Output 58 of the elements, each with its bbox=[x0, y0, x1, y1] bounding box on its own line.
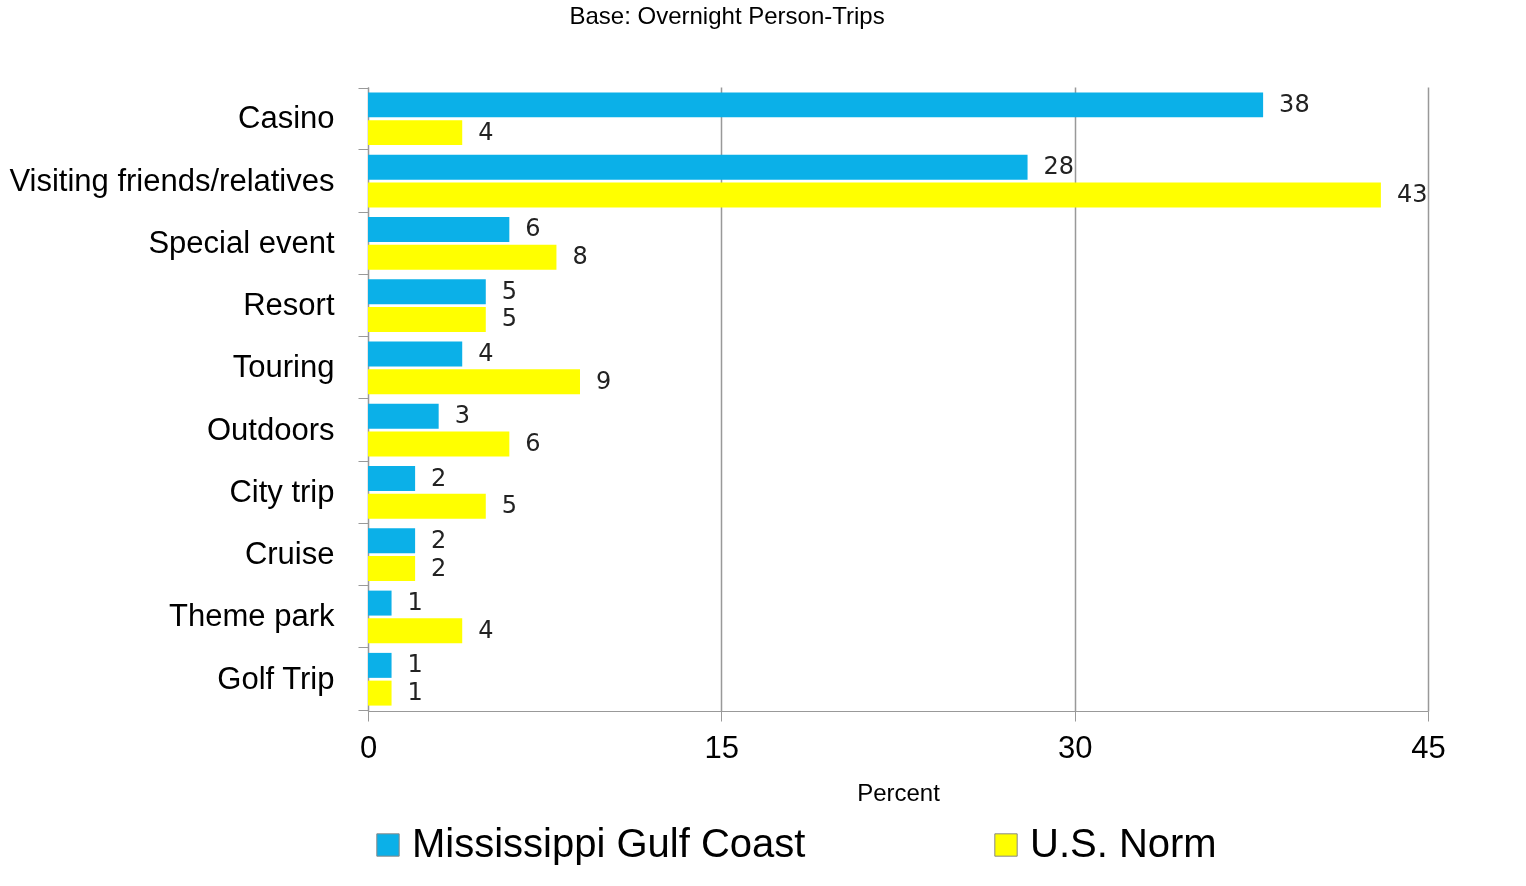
bar bbox=[368, 341, 463, 367]
x-axis-title: Percent bbox=[857, 778, 941, 806]
data-label: 4 bbox=[478, 117, 494, 146]
legend-label: U.S. Norm bbox=[1030, 821, 1217, 865]
bar bbox=[368, 528, 416, 554]
y-tick-label: Visiting friends/relatives bbox=[9, 162, 335, 198]
bar bbox=[368, 244, 557, 270]
data-label: 9 bbox=[596, 366, 612, 395]
x-tick-label: 30 bbox=[1057, 729, 1093, 765]
bar bbox=[368, 279, 486, 305]
chart-title: Base: Overnight Person-Trips bbox=[569, 2, 885, 29]
bar bbox=[368, 466, 416, 492]
bar bbox=[368, 680, 392, 706]
y-tick-label: Touring bbox=[232, 349, 335, 385]
x-tick-label: 15 bbox=[704, 729, 740, 765]
data-label: 43 bbox=[1396, 179, 1428, 208]
bar bbox=[368, 556, 416, 582]
x-tick-label: 0 bbox=[359, 729, 378, 765]
data-label: 2 bbox=[431, 553, 447, 582]
bar bbox=[368, 403, 439, 429]
data-label: 2 bbox=[431, 525, 447, 554]
bar bbox=[368, 431, 510, 457]
bar bbox=[368, 92, 1264, 118]
y-tick-label: Golf Trip bbox=[217, 660, 335, 696]
y-tick-label: Cruise bbox=[244, 536, 335, 572]
bar bbox=[368, 369, 580, 395]
data-label: 6 bbox=[525, 429, 541, 458]
y-tick-label: Casino bbox=[238, 100, 335, 136]
data-label: 5 bbox=[501, 276, 518, 305]
data-label: 4 bbox=[478, 615, 494, 644]
y-tick-label: Outdoors bbox=[206, 411, 335, 447]
data-label: 1 bbox=[407, 678, 423, 707]
data-label: 5 bbox=[501, 304, 518, 333]
data-label: 4 bbox=[478, 338, 494, 367]
data-label: 2 bbox=[431, 463, 447, 492]
y-tick-label: Resort bbox=[243, 287, 335, 323]
bar bbox=[368, 618, 463, 644]
data-label: 1 bbox=[407, 650, 423, 679]
y-tick-label: Special event bbox=[148, 224, 335, 260]
bar bbox=[368, 216, 510, 242]
bar bbox=[368, 493, 486, 519]
legend-label: Mississippi Gulf Coast bbox=[412, 821, 806, 865]
data-label: 8 bbox=[572, 242, 588, 271]
bar bbox=[368, 652, 392, 678]
bar bbox=[368, 306, 486, 332]
bar bbox=[368, 154, 1028, 180]
y-tick-label: City trip bbox=[229, 473, 335, 509]
data-label: 5 bbox=[501, 491, 518, 520]
data-label: 6 bbox=[525, 214, 541, 243]
data-label: 3 bbox=[454, 401, 470, 430]
data-label: 28 bbox=[1043, 152, 1075, 181]
data-label: 1 bbox=[407, 588, 423, 617]
bar bbox=[368, 590, 392, 616]
bar bbox=[368, 182, 1381, 208]
x-tick-label: 45 bbox=[1411, 729, 1446, 765]
data-label: 38 bbox=[1279, 89, 1310, 118]
y-tick-label: Theme park bbox=[169, 598, 335, 634]
bar bbox=[368, 120, 463, 146]
